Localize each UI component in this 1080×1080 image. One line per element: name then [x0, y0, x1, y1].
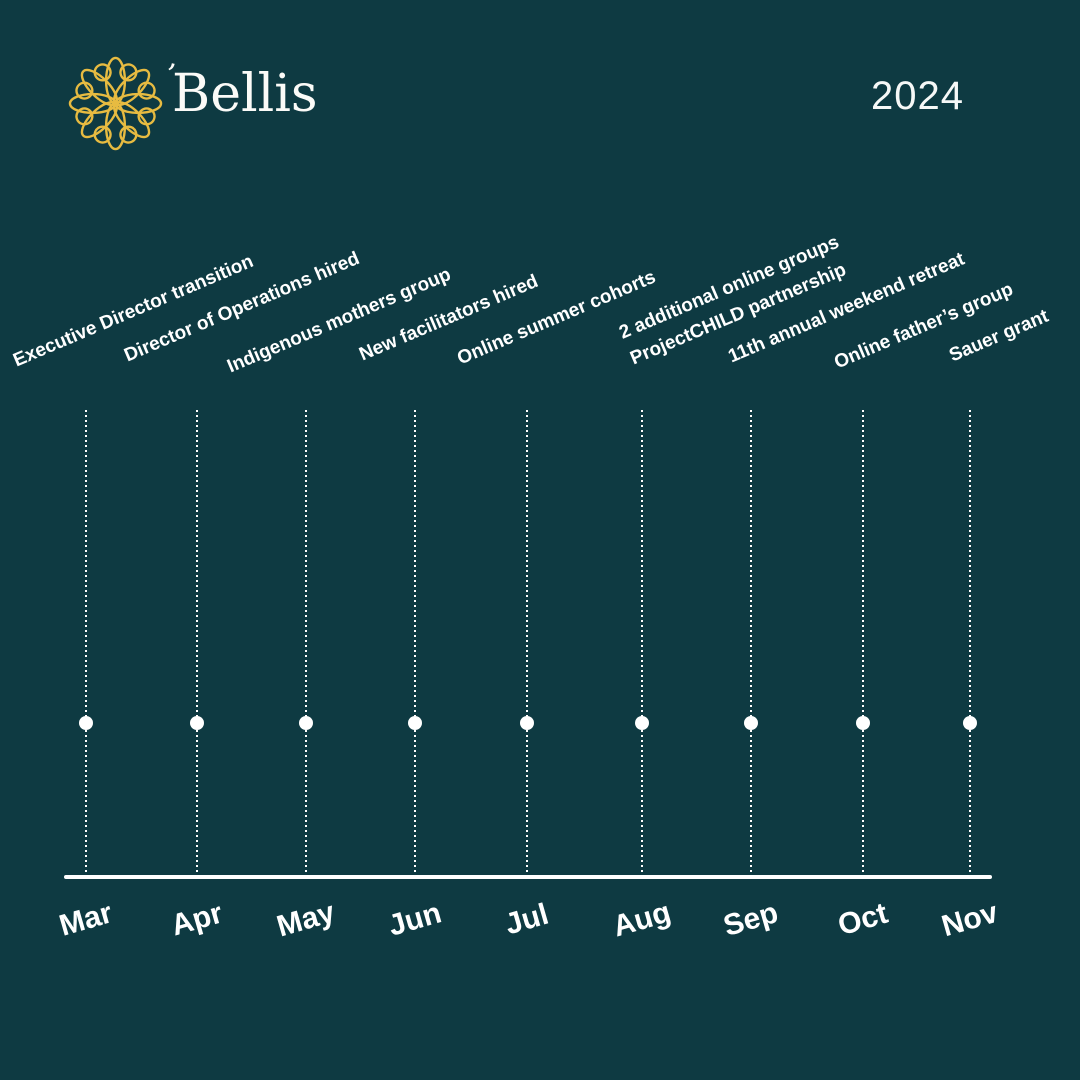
month-label: May: [273, 895, 339, 944]
timeline-dot: [408, 716, 422, 730]
timeline-dotted-line: [414, 410, 416, 876]
timeline-dotted-line: [641, 410, 643, 876]
timeline-dot: [299, 716, 313, 730]
month-label: Jun: [384, 896, 446, 943]
timeline-dot: [856, 716, 870, 730]
timeline-dot: [190, 716, 204, 730]
timeline-dotted-line: [969, 410, 971, 876]
timeline-axis-line: [64, 875, 992, 879]
timeline-dotted-line: [526, 410, 528, 876]
month-label: Mar: [55, 896, 117, 943]
timeline-dot: [963, 716, 977, 730]
timeline-dot: [635, 716, 649, 730]
timeline-dotted-line: [85, 410, 87, 876]
timeline-dotted-line: [196, 410, 198, 876]
month-label: Aug: [609, 895, 675, 944]
year-label: 2024: [871, 74, 964, 118]
month-label: Oct: [834, 896, 892, 943]
month-label: Jul: [501, 897, 553, 942]
month-label: Apr: [167, 896, 227, 943]
month-label: Sep: [719, 896, 782, 943]
timeline-dotted-line: [750, 410, 752, 876]
brand-wordmark: Bellis: [172, 64, 318, 124]
month-label: Nov: [938, 895, 1002, 944]
bellis-flower-logo-icon: [68, 56, 163, 151]
timeline-dot: [79, 716, 93, 730]
timeline-dot: [520, 716, 534, 730]
timeline-dotted-line: [862, 410, 864, 876]
timeline-dot: [744, 716, 758, 730]
timeline-dotted-line: [305, 410, 307, 876]
